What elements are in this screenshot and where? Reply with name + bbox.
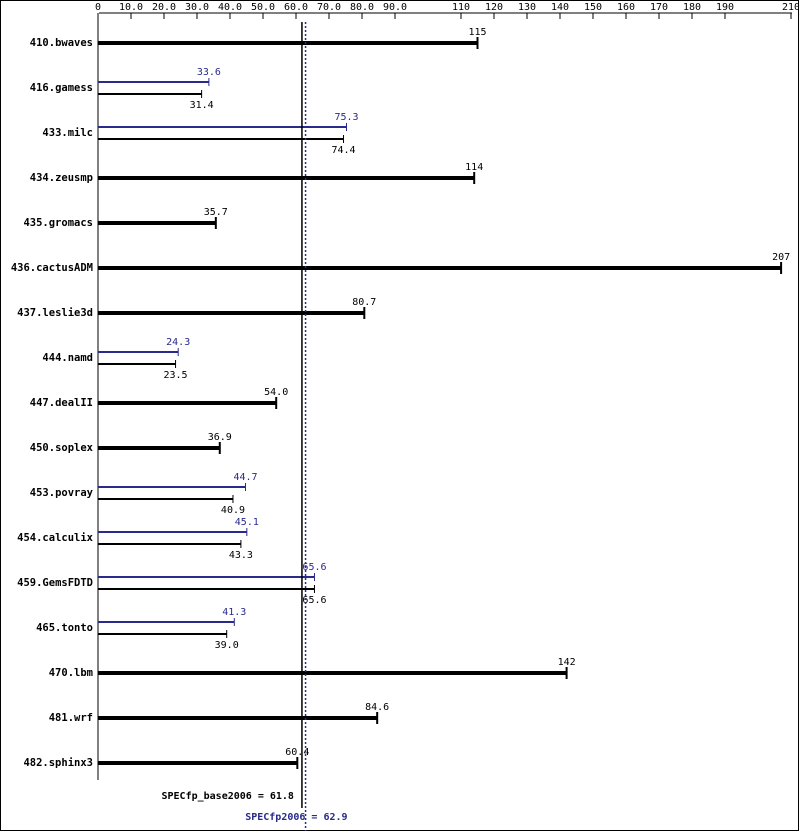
bar-base <box>98 633 227 635</box>
value-label: 142 <box>558 657 576 668</box>
value-label: 60.4 <box>285 747 309 758</box>
value-label: 33.6 <box>197 67 221 78</box>
category-label: 470.lbm <box>49 667 93 679</box>
x-tick-label: 170 <box>650 2 668 13</box>
bar-peak <box>98 621 235 623</box>
x-tick-label: 110 <box>452 2 470 13</box>
x-tick-label: 0 <box>95 2 101 13</box>
bar-peak <box>98 531 247 533</box>
x-tick-label: 160 <box>617 2 635 13</box>
x-tick-label: 150 <box>584 2 602 13</box>
category-label: 450.soplex <box>30 442 94 454</box>
x-tick-label: 210 <box>782 2 799 13</box>
category-label: 459.GemsFDTD <box>17 577 93 589</box>
value-label: 41.3 <box>222 607 246 618</box>
x-tick-label: 90.0 <box>383 2 407 13</box>
category-label: 481.wrf <box>49 712 93 724</box>
category-label: 454.calculix <box>17 532 94 544</box>
category-label: 436.cactusADM <box>11 262 93 274</box>
category-label: 416.gamess <box>30 82 93 94</box>
x-tick-label: 180 <box>683 2 701 13</box>
x-tick-label: 50.0 <box>251 2 275 13</box>
category-label: 482.sphinx3 <box>23 757 93 769</box>
bar-peak <box>98 126 347 128</box>
value-label: 207 <box>772 252 790 263</box>
value-label: 80.7 <box>352 297 376 308</box>
value-label: 114 <box>465 162 483 173</box>
category-label: 444.namd <box>42 352 93 364</box>
value-label: 45.1 <box>235 517 259 528</box>
bar <box>98 671 567 675</box>
category-label: 433.milc <box>42 127 93 139</box>
value-label: 24.3 <box>166 337 190 348</box>
value-label: 115 <box>468 27 486 38</box>
value-label: 43.3 <box>229 550 253 561</box>
bar <box>98 716 378 720</box>
category-label: 434.zeusmp <box>30 172 93 184</box>
bar-peak <box>98 81 209 83</box>
bar-peak <box>98 486 246 488</box>
bar <box>98 761 298 765</box>
reference-label: SPECfp_base2006 = 61.8 <box>161 791 293 802</box>
reference-label: SPECfp2006 = 62.9 <box>245 812 347 823</box>
value-label: 65.6 <box>302 595 326 606</box>
bar-base <box>98 363 176 365</box>
bar-base <box>98 543 241 545</box>
bar-base <box>98 588 315 590</box>
x-tick-label: 10.0 <box>119 2 143 13</box>
value-label: 39.0 <box>215 640 239 651</box>
bar-peak <box>98 576 315 578</box>
bar <box>98 266 782 270</box>
category-label: 453.povray <box>30 487 94 499</box>
x-tick-label: 30.0 <box>185 2 209 13</box>
value-label: 75.3 <box>334 112 358 123</box>
bar-base <box>98 498 233 500</box>
x-tick-label: 20.0 <box>152 2 176 13</box>
value-label: 31.4 <box>190 100 214 111</box>
bar-base <box>98 93 202 95</box>
bar <box>98 221 216 225</box>
value-label: 65.6 <box>302 562 326 573</box>
category-label: 447.dealII <box>30 397 93 409</box>
value-label: 54.0 <box>264 387 288 398</box>
category-label: 465.tonto <box>36 622 93 634</box>
value-label: 74.4 <box>331 145 355 156</box>
bar <box>98 311 365 315</box>
value-label: 36.9 <box>208 432 232 443</box>
bar <box>98 176 475 180</box>
x-tick-label: 120 <box>485 2 503 13</box>
category-label: 410.bwaves <box>30 37 93 49</box>
x-tick-label: 70.0 <box>317 2 341 13</box>
bar <box>98 401 277 405</box>
value-label: 84.6 <box>365 702 389 713</box>
x-tick-label: 40.0 <box>218 2 242 13</box>
bar-base <box>98 138 344 140</box>
x-tick-label: 60.0 <box>284 2 308 13</box>
bar <box>98 446 220 450</box>
value-label: 35.7 <box>204 207 228 218</box>
x-tick-label: 190 <box>716 2 734 13</box>
x-tick-label: 80.0 <box>350 2 374 13</box>
x-tick-label: 140 <box>551 2 569 13</box>
value-label: 40.9 <box>221 505 245 516</box>
value-label: 23.5 <box>164 370 188 381</box>
category-label: 435.gromacs <box>23 217 93 229</box>
bar-peak <box>98 351 179 353</box>
bar <box>98 41 478 45</box>
x-tick-label: 130 <box>518 2 536 13</box>
category-label: 437.leslie3d <box>17 307 93 319</box>
value-label: 44.7 <box>233 472 257 483</box>
